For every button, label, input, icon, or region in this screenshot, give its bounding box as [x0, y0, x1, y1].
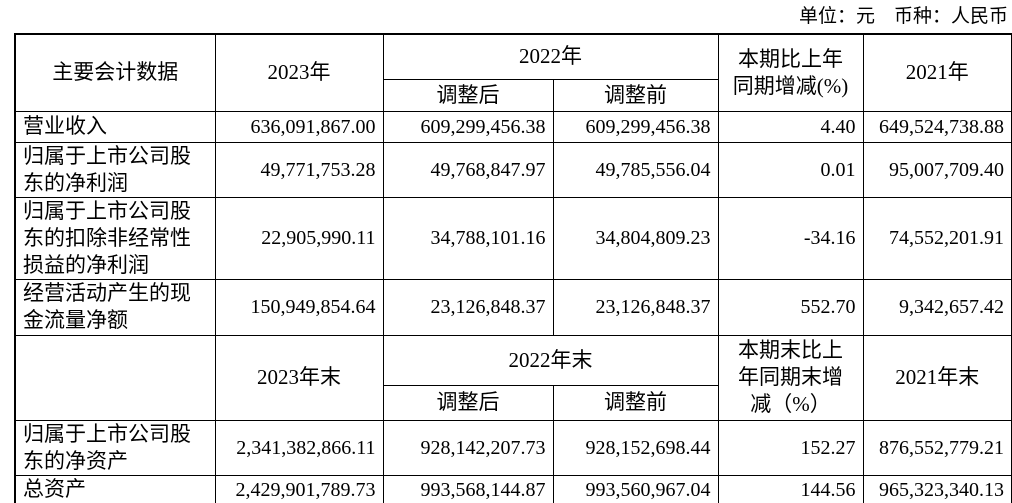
cell-2022-adjusted-after: 609,299,456.38	[382, 110, 554, 143]
header2-change: 本期末比上 年同期末增 减（%）	[717, 334, 864, 421]
cell-2021: 9,342,657.42	[862, 278, 1012, 336]
header2-2022-end: 2022年末	[382, 334, 719, 386]
cell-2023-end: 2,429,901,789.73	[214, 474, 384, 503]
cell-change: 144.56	[717, 474, 864, 503]
table-row: 归属于上市公司股 东的净资产 2,341,382,866.11 928,142,…	[14, 419, 1012, 476]
cell-change: 4.40	[717, 110, 864, 143]
table-row: 营业收入 636,091,867.00 609,299,456.38 609,2…	[14, 110, 1012, 143]
cell-2022-adjusted-before: 23,126,848.37	[552, 278, 719, 336]
cell-2021-end: 876,552,779.21	[862, 419, 1012, 476]
table-row: 归属于上市公司股 东的净利润 49,771,753.28 49,768,847.…	[14, 141, 1012, 198]
header2-adjusted-after: 调整后	[382, 384, 554, 421]
cell-2022-end-adjusted-before: 993,560,967.04	[552, 474, 719, 503]
header-2021: 2021年	[862, 33, 1012, 112]
table-row: 总资产 2,429,901,789.73 993,568,144.87 993,…	[14, 474, 1012, 503]
cell-2021: 74,552,201.91	[862, 196, 1012, 280]
cell-2022-adjusted-after: 49,768,847.97	[382, 141, 554, 198]
header-2022: 2022年	[382, 33, 719, 80]
cell-2022-adjusted-before: 49,785,556.04	[552, 141, 719, 198]
header-adjusted-before: 调整前	[552, 78, 719, 112]
cell-2022-end-adjusted-after: 928,142,207.73	[382, 419, 554, 476]
cell-change: 552.70	[717, 278, 864, 336]
row-label: 营业收入	[14, 110, 216, 143]
row-label: 归属于上市公司股 东的净资产	[14, 419, 216, 476]
row-label: 经营活动产生的现 金流量净额	[14, 278, 216, 336]
header-2023: 2023年	[214, 33, 384, 112]
header2-2021-end: 2021年末	[862, 334, 1012, 421]
cell-change: 152.27	[717, 419, 864, 476]
cell-2022-adjusted-after: 34,788,101.16	[382, 196, 554, 280]
header2-adjusted-before: 调整前	[552, 384, 719, 421]
cell-2022-end-adjusted-before: 928,152,698.44	[552, 419, 719, 476]
unit-currency-note: 单位：元 币种：人民币	[798, 6, 1008, 27]
table-row: 经营活动产生的现 金流量净额 150,949,854.64 23,126,848…	[14, 278, 1012, 336]
cell-2022-adjusted-after: 23,126,848.37	[382, 278, 554, 336]
cell-2022-adjusted-before: 34,804,809.23	[552, 196, 719, 280]
header2-empty-cell	[14, 334, 216, 421]
cell-2021-end: 965,323,340.13	[862, 474, 1012, 503]
cell-2021: 95,007,709.40	[862, 141, 1012, 198]
table-row: 归属于上市公司股 东的扣除非经常性 损益的净利润 22,905,990.11 3…	[14, 196, 1012, 280]
header2-2023-end: 2023年末	[214, 334, 384, 421]
cell-2023: 636,091,867.00	[214, 110, 384, 143]
header-change: 本期比上年 同期增减(%)	[717, 33, 864, 112]
row-label: 总资产	[14, 474, 216, 503]
key-accounting-data-table: 主要会计数据 2023年 2022年 本期比上年 同期增减(%) 2021年 调…	[14, 33, 1012, 503]
row-label: 归属于上市公司股 东的净利润	[14, 141, 216, 198]
cell-2023: 49,771,753.28	[214, 141, 384, 198]
cell-2023: 22,905,990.11	[214, 196, 384, 280]
cell-2023: 150,949,854.64	[214, 278, 384, 336]
cell-2021: 649,524,738.88	[862, 110, 1012, 143]
header-main-label: 主要会计数据	[14, 33, 216, 112]
cell-2022-adjusted-before: 609,299,456.38	[552, 110, 719, 143]
row-label: 归属于上市公司股 东的扣除非经常性 损益的净利润	[14, 196, 216, 280]
header-adjusted-after: 调整后	[382, 78, 554, 112]
cell-change: 0.01	[717, 141, 864, 198]
cell-change: -34.16	[717, 196, 864, 280]
cell-2023-end: 2,341,382,866.11	[214, 419, 384, 476]
cell-2022-end-adjusted-after: 993,568,144.87	[382, 474, 554, 503]
